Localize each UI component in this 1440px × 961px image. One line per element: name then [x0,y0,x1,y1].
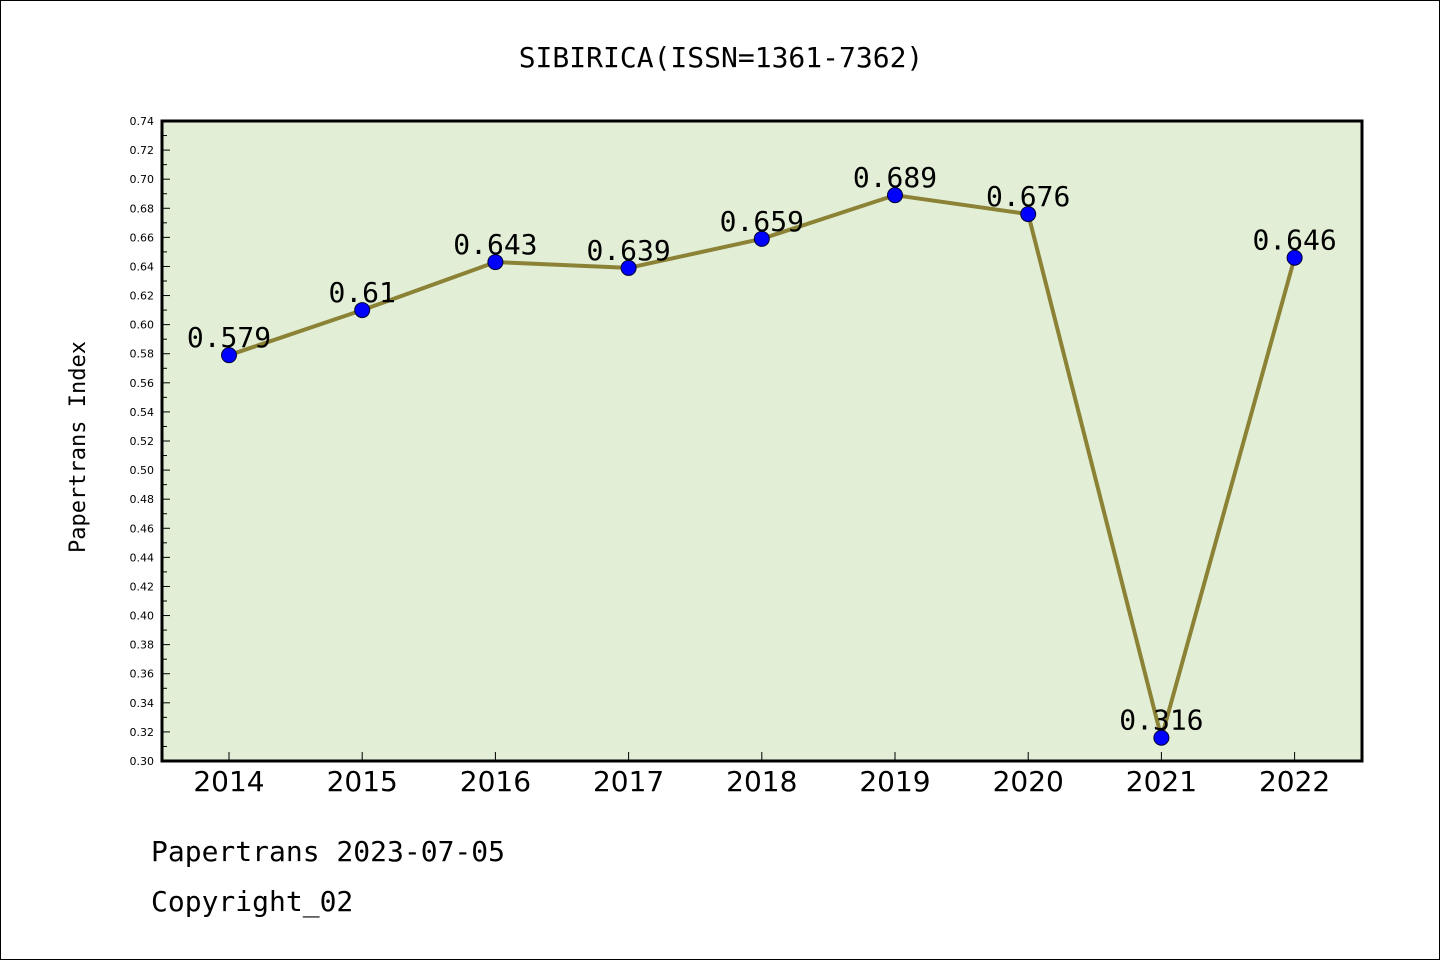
x-tick-label: 2020 [993,765,1064,798]
y-tick-label: 0.58 [130,348,155,361]
y-axis-label: Papertrans Index [66,341,91,553]
data-label-2022: 0.646 [1252,224,1336,257]
data-point-2015 [354,302,371,319]
data-label-2015: 0.61 [328,276,395,309]
y-tick-label: 0.34 [130,697,155,710]
y-tick-label: 0.50 [130,464,155,477]
y-axis: 0.30 0.32 0.34 0.36 0.38 0.40 0.42 0.44 0.46 0.48… [130,115,170,768]
data-points [221,187,1303,746]
y-tick-label: 0.60 [130,319,155,332]
x-tick-label: 2016 [460,765,531,798]
y-tick-label: 0.32 [130,726,155,739]
y-tick-label: 0.52 [130,435,155,448]
y-tick-label: 0.72 [130,144,155,157]
y-tick-label: 0.62 [130,290,155,303]
data-point-2018 [753,230,770,247]
y-tick-label: 0.48 [130,493,155,506]
y-tick-label: 0.56 [130,377,155,390]
y-tick-label: 0.42 [130,580,155,593]
y-tick-label: 0.36 [130,668,155,681]
x-tick-label: 2014 [193,765,264,798]
data-label-2014: 0.579 [187,321,271,354]
x-tick-label: 2015 [327,765,398,798]
x-tick-label: 2017 [593,765,664,798]
chart-title: SIBIRICA(ISSN=1361-7362) [519,41,924,74]
plot-area [160,119,1364,763]
x-tick-label: 2022 [1259,765,1330,798]
footer-date: Papertrans 2023-07-05 [151,835,506,868]
y-tick-label: 0.64 [130,260,155,273]
y-tick-label: 0.44 [130,551,155,564]
data-point-2016 [487,254,504,271]
y-tick-label: 0.66 [130,231,155,244]
data-label-2018: 0.659 [720,205,804,238]
x-tick-label: 2018 [726,765,797,798]
data-point-2022 [1286,249,1303,266]
y-tick-label: 0.46 [130,522,155,535]
data-point-2021 [1153,729,1170,746]
data-point-2014 [221,347,237,364]
x-tick-label: 2021 [1126,765,1197,798]
y-tick-label: 0.68 [130,202,155,215]
data-point-2020 [1020,206,1037,223]
x-tick-label: 2019 [859,765,930,798]
y-tick-label: 0.40 [130,610,155,623]
y-tick-label: 0.38 [130,639,155,652]
data-labels: 0.579 0.61 0.643 0.639 0.659 0.689 0.676 0.316 0… [187,161,1337,737]
y-tick-label: 0.74 [130,115,155,128]
x-axis: 2014 2015 2016 2017 2018 2019 2020 2021 2022 [193,752,1330,798]
y-tick-label: 0.30 [130,755,155,768]
y-tick-label: 0.70 [130,173,155,186]
data-label-2020: 0.676 [986,180,1070,213]
data-point-2017 [620,259,637,276]
data-point-2019 [887,187,903,204]
data-label-2019: 0.689 [853,161,937,194]
data-label-2021: 0.316 [1119,704,1203,737]
footer-copyright: Copyright_02 [151,885,354,918]
y-tick-label: 0.54 [130,406,155,419]
data-label-2017: 0.639 [586,234,670,267]
data-label-2016: 0.643 [453,228,537,261]
